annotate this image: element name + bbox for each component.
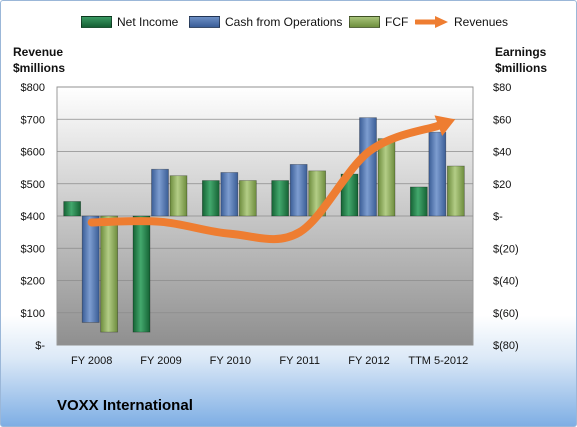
legend-item-revenues: Revenues: [415, 15, 508, 29]
legend-item-fcf: FCF: [349, 15, 408, 29]
legend-swatch-fcf: [349, 16, 380, 28]
revenue-line: [87, 121, 443, 244]
left-tick-label: $300: [21, 243, 45, 255]
legend-swatch-cash-from-operations: [189, 16, 220, 28]
x-tick-label: FY 2011: [279, 355, 320, 367]
left-tick-label: $100: [21, 308, 45, 320]
right-axis-title: Earnings $millions: [495, 44, 547, 76]
left-tick-label: $600: [21, 147, 45, 159]
legend: Net Income Cash from Operations FCF Reve…: [1, 15, 576, 35]
bar-cash-from-operations: [428, 131, 447, 217]
right-tick-label: $40: [493, 147, 511, 159]
legend-label-cash-from-operations: Cash from Operations: [225, 15, 343, 29]
x-tick-label: FY 2012: [348, 355, 389, 367]
bar-net-income: [63, 201, 82, 217]
right-tick-label: $60: [493, 114, 511, 126]
bar-fcf: [238, 180, 257, 217]
bar-fcf: [377, 138, 396, 217]
bar-net-income: [271, 180, 290, 217]
left-tick-label: $-: [35, 340, 45, 352]
legend-label-fcf: FCF: [385, 15, 409, 29]
x-tick-label: FY 2009: [140, 355, 181, 367]
left-tick-label: $200: [21, 276, 45, 288]
bar-cash-from-operations: [151, 168, 169, 217]
legend-label-revenues: Revenues: [454, 15, 509, 29]
bar-fcf: [169, 175, 188, 217]
legend-arrow-icon: [415, 16, 448, 28]
right-tick-label: $(20): [493, 243, 519, 255]
x-tick-label: FY 2010: [210, 355, 251, 367]
revenue-arrowhead: [434, 115, 456, 137]
right-tick-label: $20: [493, 179, 511, 191]
left-axis-title-line-2: $millions: [13, 61, 66, 75]
right-tick-label: $80: [493, 82, 511, 94]
right-tick-label: $(60): [493, 308, 519, 320]
legend-swatch-net-income: [81, 16, 112, 28]
left-axis-title-line-1: Revenue: [13, 45, 64, 59]
left-tick-label: $500: [21, 179, 45, 191]
bar-cash-from-operations: [359, 117, 377, 217]
bar-net-income: [409, 186, 428, 217]
bar-fcf: [100, 215, 119, 333]
bar-net-income: [201, 180, 220, 217]
legend-label-net-income: Net Income: [117, 15, 179, 29]
left-axis-title: Revenue $millions: [13, 44, 65, 76]
x-tick-label: TTM 5-2012: [408, 355, 468, 367]
legend-item-cash-from-operations: Cash from Operations: [189, 15, 342, 29]
x-tick-label: FY 2008: [71, 355, 112, 367]
right-axis-title-line-1: Earnings: [495, 45, 547, 59]
bar-cash-from-operations: [220, 172, 239, 217]
company-title: VOXX International: [57, 397, 193, 414]
right-tick-label: $-: [493, 211, 503, 223]
right-tick-label: $(40): [493, 276, 519, 288]
right-axis-title-line-2: $millions: [495, 61, 548, 75]
bar-cash-from-operations: [289, 164, 308, 217]
left-tick-label: $700: [21, 114, 45, 126]
bar-cash-from-operations: [81, 215, 100, 323]
legend-item-net-income: Net Income: [81, 15, 178, 29]
right-tick-label: $(80): [493, 340, 519, 352]
bar-fcf: [446, 165, 465, 217]
bar-net-income: [132, 215, 151, 333]
left-tick-label: $800: [21, 82, 45, 94]
left-tick-label: $400: [21, 211, 45, 223]
